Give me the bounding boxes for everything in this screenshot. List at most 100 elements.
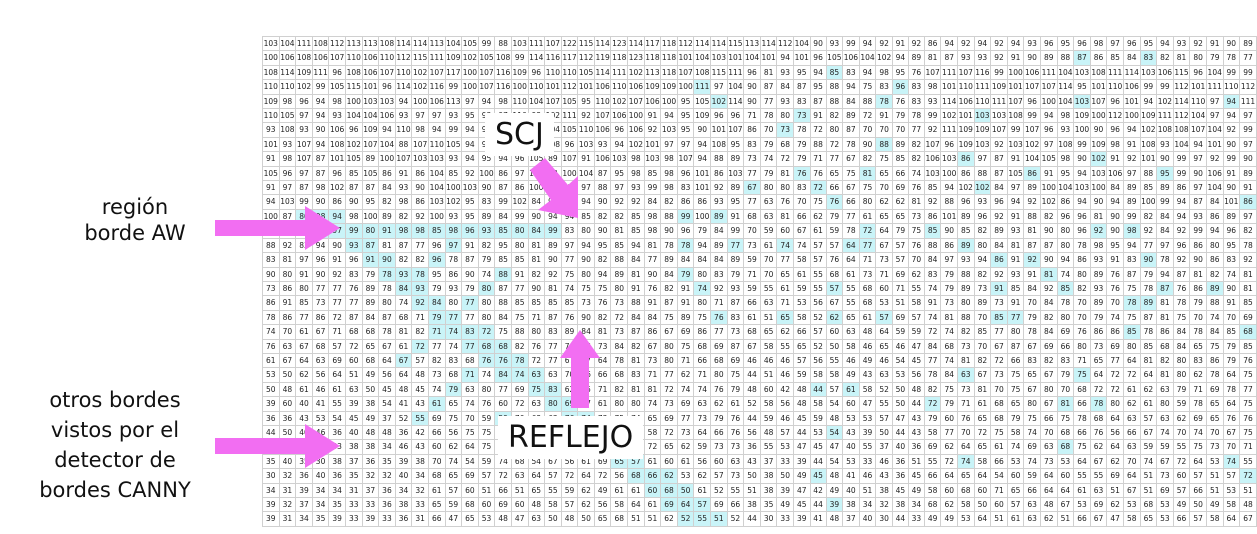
grid-cell: 103 [378, 93, 396, 110]
grid-cell: 86 [278, 280, 297, 297]
grid-cell: 75 [907, 223, 925, 239]
grid-cell: 97 [1156, 237, 1174, 254]
grid-cell: 93 [411, 280, 429, 297]
grid-cell: 70 [1205, 424, 1224, 441]
grid-cell: 76 [907, 180, 925, 196]
grid-cell: 97 [1189, 180, 1207, 196]
grid-cell: 35 [759, 496, 778, 513]
grid-cell: 68 [940, 338, 959, 354]
grid-cell: 31 [278, 482, 297, 499]
grid-cell: 43 [411, 396, 429, 412]
grid-cell: 104 [1023, 151, 1041, 167]
grid-row: 39 31 34 35 39 33 39 33 36 31 66 47 65 53 48 47 63 50 48 50… [262, 511, 1257, 527]
grid-cell: 82 [477, 237, 496, 254]
grid-cell: 60 [643, 482, 662, 499]
grid-cell: 113 [743, 35, 761, 52]
grid-cell: 51 [710, 511, 728, 527]
grid-cell: 76 [793, 165, 811, 182]
grid-cell: 90 [577, 252, 595, 268]
grid-cell: 106 [328, 122, 346, 138]
grid-cell: 110 [973, 93, 992, 110]
grid-cell: 95 [676, 122, 695, 138]
grid-cell: 79 [444, 381, 463, 398]
grid-cell: 38 [361, 396, 380, 412]
grid-cell: 109 [444, 50, 463, 66]
others-label-line1: otros bordes [49, 388, 181, 412]
grid-cell: 62 [825, 309, 844, 326]
grid-cell: 79 [693, 223, 712, 239]
grid-cell: 69 [1056, 324, 1075, 340]
grid-cell: 80 [378, 295, 396, 311]
grid-cell: 59 [907, 324, 925, 340]
grid-cell: 103 [1073, 93, 1091, 110]
grid-cell: 93 [344, 237, 363, 254]
grid-cell: 91 [809, 108, 827, 124]
grid-cell: 51 [907, 453, 925, 470]
grid-cell: 77 [1239, 50, 1257, 66]
grid-row: 1059697879685105869186104859210086971028… [262, 165, 1257, 182]
grid-cell: 60 [344, 352, 363, 369]
grid-cell: 63 [1039, 439, 1058, 455]
grid-cell: 92 [1189, 35, 1207, 52]
grid-cell: 74 [957, 453, 975, 470]
grid-cell: 94 [693, 151, 712, 167]
grid-cell: 62 [940, 496, 959, 513]
grid-cell: 91 [891, 35, 909, 52]
grid-cell: 73 [776, 122, 794, 138]
grid-cell: 95 [676, 108, 695, 124]
grid-cell: 56 [809, 352, 827, 369]
grid-cell: 75 [676, 338, 695, 354]
grid-cell: 57 [907, 309, 925, 326]
grid-cell: 40 [891, 439, 909, 455]
grid-cell: 98 [643, 223, 662, 239]
grid-cell: 36 [262, 410, 280, 426]
grid-cell: 91 [577, 151, 595, 167]
grid-cell: 75 [1239, 396, 1257, 412]
grid-cell: 90 [1239, 151, 1257, 167]
grid-cell: 97 [444, 237, 463, 254]
grid-cell: 43 [907, 410, 925, 426]
grid-cell: 68 [494, 338, 512, 354]
grid-cell: 58 [923, 482, 942, 499]
grid-cell: 98 [1056, 108, 1075, 124]
region-label: región borde AW [60, 194, 210, 246]
grid-cell: 72 [1172, 453, 1191, 470]
grid-cell: 96 [809, 50, 827, 66]
grid-cell: 91 [461, 237, 479, 254]
grid-cell: 106 [610, 108, 629, 124]
grid-cell: 55 [693, 511, 712, 527]
grid-cell: 50 [825, 338, 844, 354]
grid-cell: 108 [378, 35, 396, 52]
grid-cell: 68 [461, 496, 479, 513]
grid-cell: 99 [1006, 122, 1025, 138]
grid-cell: 71 [461, 367, 479, 383]
grid-cell: 111 [693, 79, 712, 95]
grid-cell: 78 [378, 280, 396, 297]
grid-cell: 68 [627, 468, 645, 484]
grid-cell: 72 [1089, 381, 1108, 398]
grid-cell: 91 [1222, 295, 1241, 311]
grid-cell: 65 [427, 496, 446, 513]
grid-cell: 82 [1039, 208, 1058, 225]
grid-cell: 55 [809, 280, 827, 297]
grid-cell: 118 [610, 50, 629, 66]
grid-cell: 104 [693, 50, 712, 66]
grid-cell: 67 [295, 338, 313, 354]
grid-cell: 60 [510, 496, 529, 513]
grid-cell: 96 [1039, 35, 1058, 52]
grid-cell: 92 [411, 295, 429, 311]
grid-cell: 93 [444, 280, 463, 297]
grid-cell: 70 [1073, 295, 1091, 311]
grid-cell: 83 [907, 93, 925, 110]
grid-cell: 64 [957, 439, 975, 455]
grid-row: 91 98 107 87 101 105 89 100 107 103 103 93 94 95 94 96 1… [262, 151, 1257, 167]
grid-cell: 88 [809, 136, 827, 153]
grid-cell: 63 [957, 367, 975, 383]
grid-cell: 101 [676, 50, 695, 66]
grid-cell: 97 [411, 108, 429, 124]
grid-cell: 99 [1239, 64, 1257, 81]
grid-cell: 79 [923, 410, 942, 426]
grid-cell: 68 [610, 367, 629, 383]
grid-cell: 48 [278, 381, 297, 398]
grid-cell: 110 [394, 122, 413, 138]
